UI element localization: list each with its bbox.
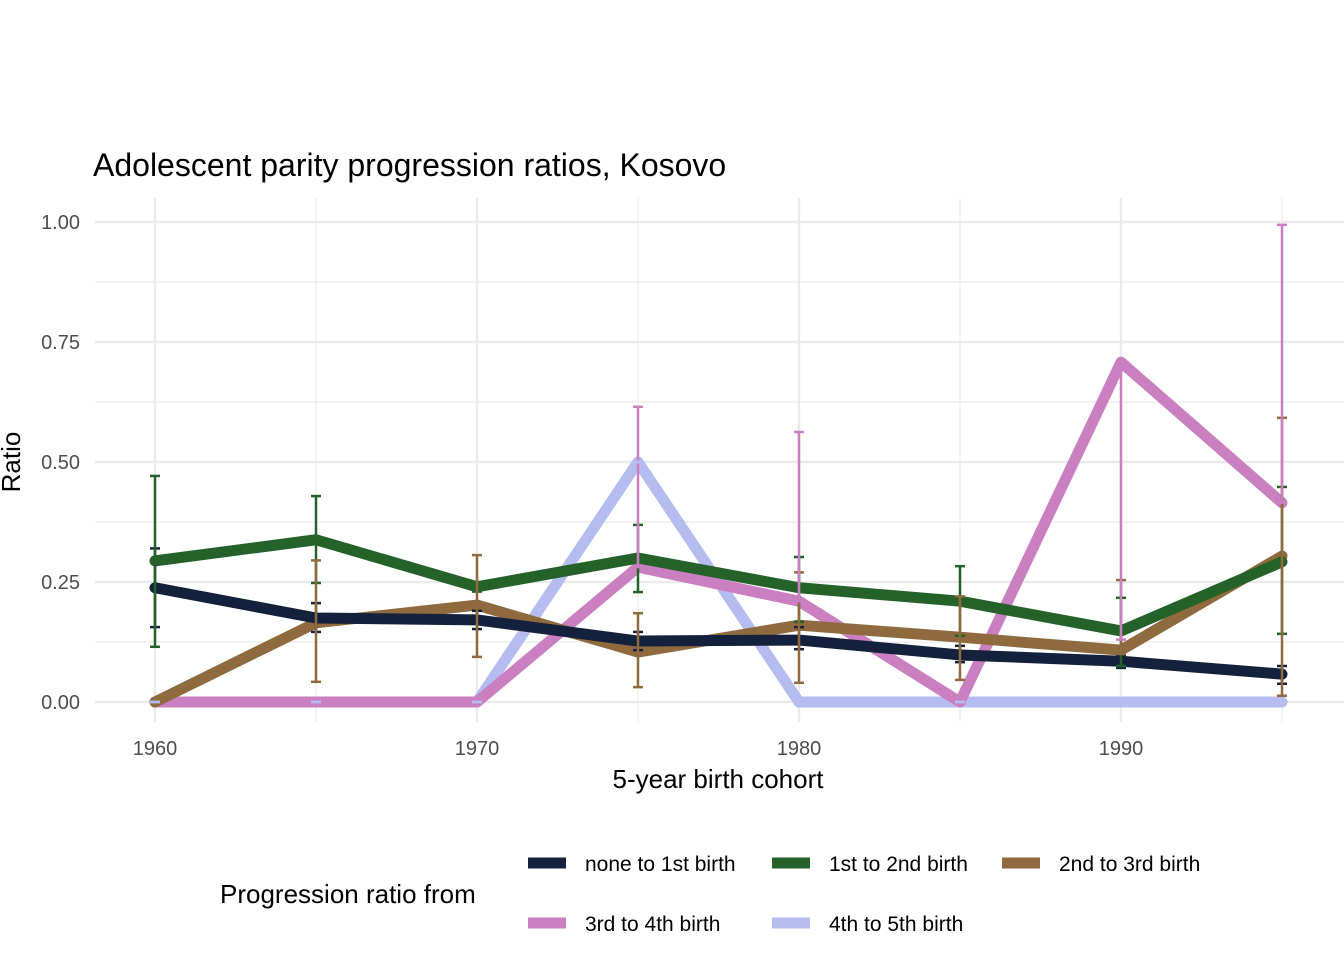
tick-labels: 0.00 0.25 0.50 0.75 1.00 1960 1970 1980 1990 [41, 212, 1143, 760]
y-tick-label: 0.00 [41, 692, 80, 714]
legend-label: 4th to 5th birth [829, 913, 963, 936]
legend-label: 2nd to 3rd birth [1059, 853, 1200, 876]
series-line [149, 534, 1288, 637]
legend-label: 1st to 2nd birth [829, 853, 968, 876]
x-axis-label: 5-year birth cohort [613, 764, 825, 794]
legend: none to 1st birth 1st to 2nd birth 2nd to … [528, 853, 1200, 936]
y-tick-label: 0.25 [41, 572, 80, 594]
legend-label: none to 1st birth [585, 853, 736, 876]
series-line [149, 356, 1288, 708]
series-line [149, 582, 1288, 680]
legend-title: Progression ratio from [220, 879, 476, 909]
legend-label: 3rd to 4th birth [585, 913, 720, 936]
y-tick-label: 1.00 [41, 212, 80, 234]
y-tick-label: 0.50 [41, 452, 80, 474]
chart-title: Adolescent parity progression ratios, Ko… [93, 147, 726, 183]
y-axis-label: Ratio [0, 432, 26, 493]
x-tick-label: 1980 [777, 738, 822, 760]
x-tick-label: 1990 [1099, 738, 1144, 760]
series-group [149, 223, 1288, 708]
x-tick-label: 1970 [455, 738, 500, 760]
y-tick-label: 0.75 [41, 332, 80, 354]
x-tick-label: 1960 [133, 738, 178, 760]
